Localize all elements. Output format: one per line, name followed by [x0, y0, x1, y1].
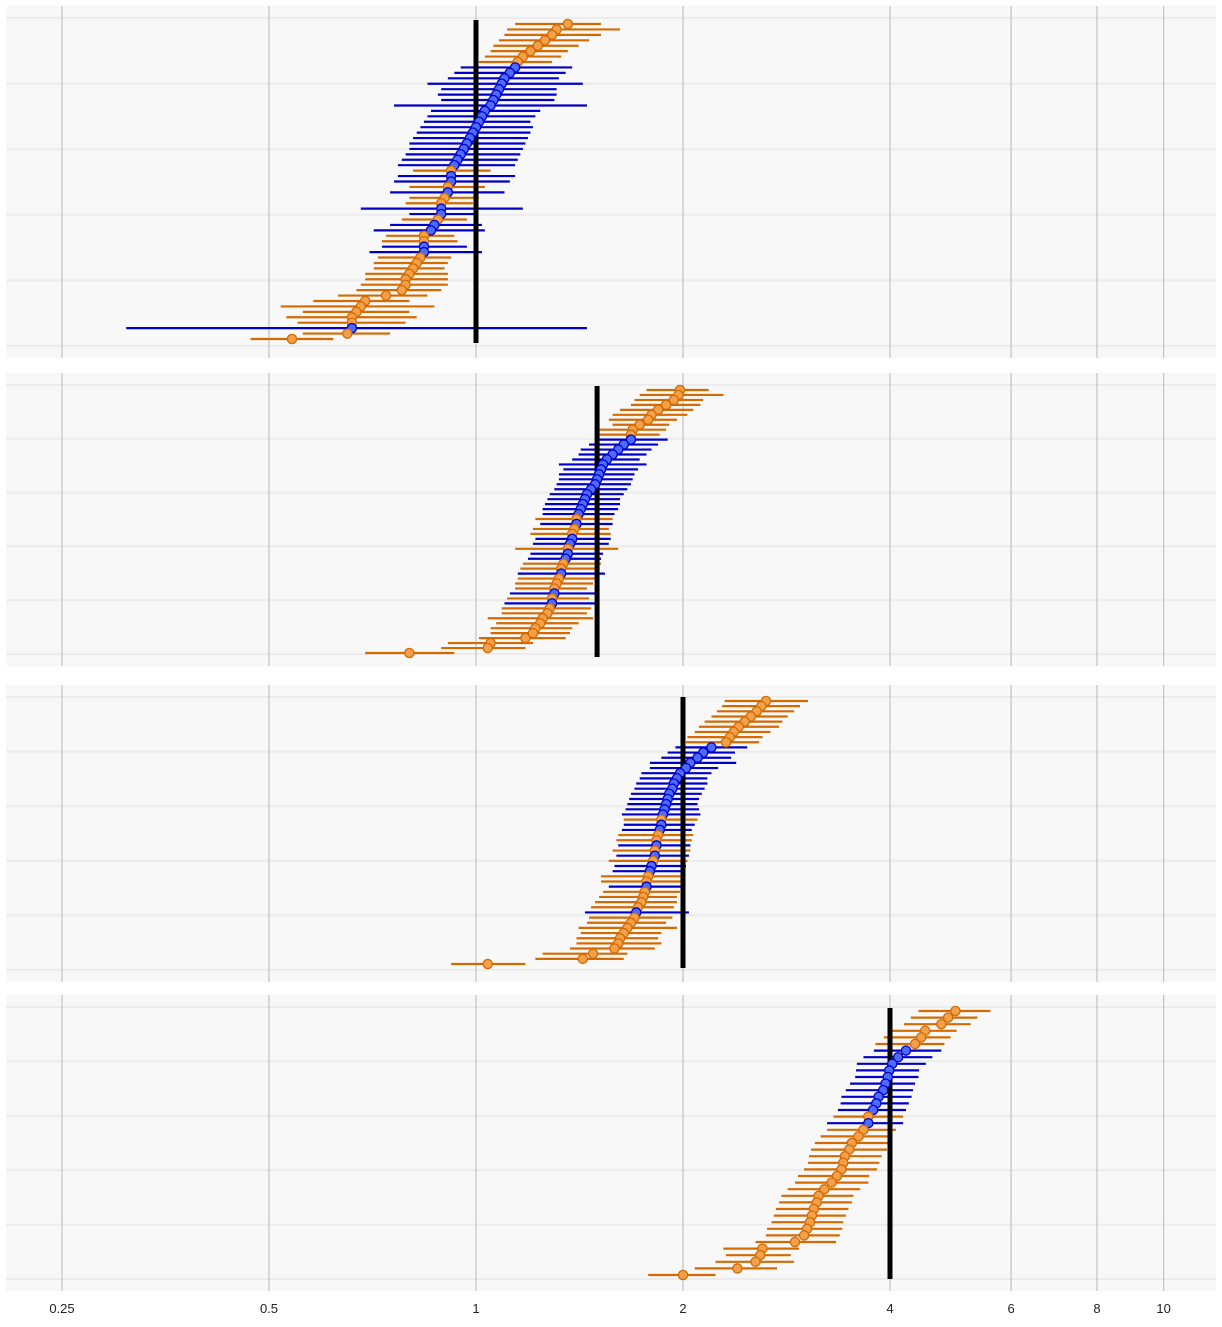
orange-point-estimate — [909, 1038, 921, 1050]
x-tick-label: 6 — [1007, 1301, 1014, 1316]
orange-point-estimate — [677, 1269, 689, 1281]
forest-panel-3 — [6, 685, 1216, 982]
blue-point-estimate — [706, 742, 717, 753]
orange-point-estimate — [546, 29, 558, 41]
orange-point-estimate — [819, 1183, 830, 1195]
blue-point-estimate — [692, 752, 703, 763]
x-tick-label: 8 — [1093, 1301, 1100, 1316]
orange-point-estimate — [826, 1177, 837, 1188]
blue-point-estimate — [900, 1045, 912, 1056]
orange-point-estimate — [634, 419, 645, 430]
orange-point-estimate — [525, 45, 536, 57]
x-tick-label: 0.5 — [260, 1301, 278, 1316]
panel-background — [6, 6, 1216, 358]
orange-point-estimate — [609, 943, 620, 954]
x-tick-label: 10 — [1156, 1301, 1170, 1316]
orange-point-estimate — [831, 1170, 843, 1182]
orange-point-estimate — [853, 1131, 864, 1142]
x-tick-label: 4 — [886, 1301, 893, 1316]
orange-point-estimate — [396, 284, 408, 296]
x-tick-label: 0.25 — [49, 1301, 74, 1316]
orange-point-estimate — [789, 1236, 801, 1248]
orange-point-estimate — [642, 414, 654, 426]
orange-point-estimate — [750, 1256, 761, 1268]
orange-point-estimate — [404, 647, 415, 659]
orange-point-estimate — [915, 1032, 927, 1043]
x-tick-label: 2 — [679, 1301, 686, 1316]
orange-point-estimate — [936, 1018, 947, 1030]
orange-point-estimate — [342, 328, 353, 339]
orange-point-estimate — [942, 1012, 954, 1023]
orange-point-estimate — [562, 18, 574, 30]
orange-point-estimate — [380, 290, 392, 301]
orange-point-estimate — [668, 394, 680, 406]
blue-point-estimate — [625, 434, 637, 445]
orange-point-estimate — [798, 1230, 810, 1241]
orange-point-estimate — [532, 40, 544, 51]
orange-point-estimate — [577, 953, 589, 965]
orange-point-estimate — [950, 1005, 961, 1017]
forest-panel-1 — [6, 6, 1216, 358]
orange-point-estimate — [720, 737, 732, 748]
orange-point-estimate — [660, 399, 672, 411]
orange-point-estimate — [527, 627, 539, 639]
orange-point-estimate — [587, 948, 599, 959]
panel-background — [6, 995, 1216, 1291]
orange-point-estimate — [732, 1263, 743, 1274]
blue-point-estimate — [425, 225, 437, 236]
orange-point-estimate — [482, 958, 493, 970]
orange-point-estimate — [520, 632, 531, 644]
x-tick-label: 1 — [472, 1301, 479, 1316]
blue-point-estimate — [892, 1051, 904, 1063]
forest-panel-2 — [6, 373, 1216, 666]
orange-point-estimate — [286, 333, 298, 345]
forest-panel-4 — [6, 995, 1216, 1291]
orange-point-estimate — [539, 35, 551, 46]
orange-point-estimate — [482, 642, 493, 654]
